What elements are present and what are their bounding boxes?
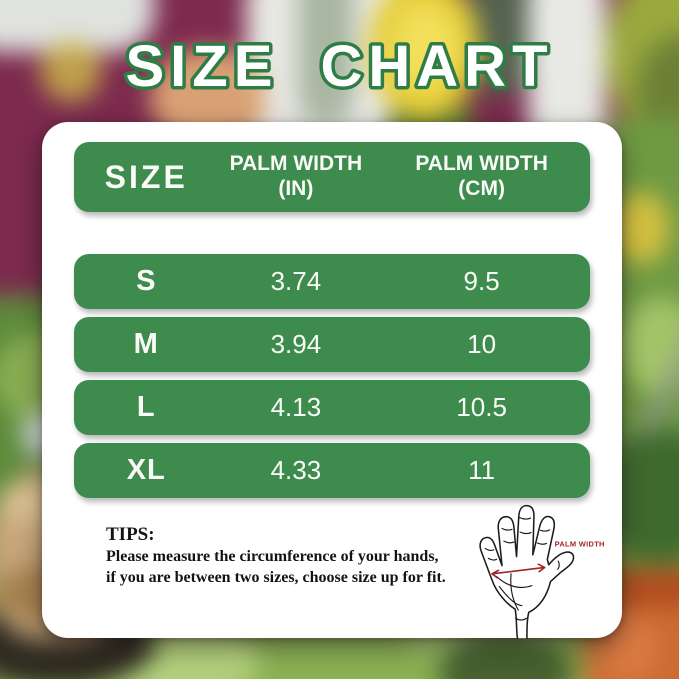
table-row-l: L 4.13 10.5	[74, 380, 590, 435]
hand-measurement-diagram: PALM WIDTH	[466, 504, 616, 640]
page-title-text: SIZE CHART	[126, 34, 554, 99]
page-title: SIZE CHART	[122, 31, 554, 103]
header-palm-width-in-line2: (IN)	[278, 177, 314, 200]
window-pane-center	[298, 0, 354, 125]
table-row-xl: XL 4.33 11	[74, 443, 590, 498]
yellow-flowers-highlight	[392, 5, 458, 90]
palm-width-in: 4.13	[270, 392, 322, 422]
palm-width-in: 3.94	[270, 329, 322, 359]
size-label: M	[133, 328, 159, 360]
palm-width-in: 3.74	[270, 266, 322, 296]
header-palm-width-cm-line1: PALM WIDTH	[415, 152, 548, 176]
hand-outline	[479, 504, 575, 639]
header-cell-size: SIZE	[104, 158, 188, 195]
palm-width-in: 4.33	[270, 455, 322, 485]
header-palm-width-in-line1: PALM WIDTH	[229, 152, 363, 176]
table-row-s: S 3.74 9.5	[74, 254, 590, 309]
size-chart-card: SIZE PALM WIDTH (IN) PALM WIDTH (CM) S 3…	[42, 122, 622, 639]
size-label: S	[136, 265, 157, 297]
palm-width-label: PALM WIDTH	[555, 540, 605, 549]
size-label: L	[136, 391, 156, 423]
header-cell-palm-width-cm: PALM WIDTH (CM)	[373, 152, 590, 202]
palm-width-cm: 11	[468, 455, 496, 485]
header-cell-palm-width-in: PALM WIDTH (IN)	[218, 152, 373, 202]
tips-line-2: if you are between two sizes, choose siz…	[106, 569, 446, 587]
palm-width-cm: 10.5	[456, 392, 507, 422]
tips-section: TIPS: Please measure the circumference o…	[74, 504, 604, 639]
hand-diagram-svg: PALM WIDTH	[479, 504, 605, 639]
size-label: XL	[126, 454, 166, 486]
table-header-row: SIZE PALM WIDTH (IN) PALM WIDTH (CM)	[74, 142, 590, 212]
palm-width-arrow	[491, 563, 546, 579]
tips-line-1: Please measure the circumference of your…	[106, 548, 439, 565]
table-row-m: M 3.94 10	[74, 317, 590, 372]
palm-width-cm: 10	[467, 329, 497, 359]
header-palm-width-cm-line2: (CM)	[458, 177, 505, 200]
tips-heading: TIPS:	[106, 524, 155, 545]
yellow-flower-left	[40, 40, 102, 102]
hand-crease-lines	[484, 517, 560, 621]
palm-width-cm: 9.5	[463, 266, 500, 296]
table-body: S 3.74 9.5 M 3.94 10 L 4.13 10.5 XL 4.33…	[74, 254, 590, 498]
